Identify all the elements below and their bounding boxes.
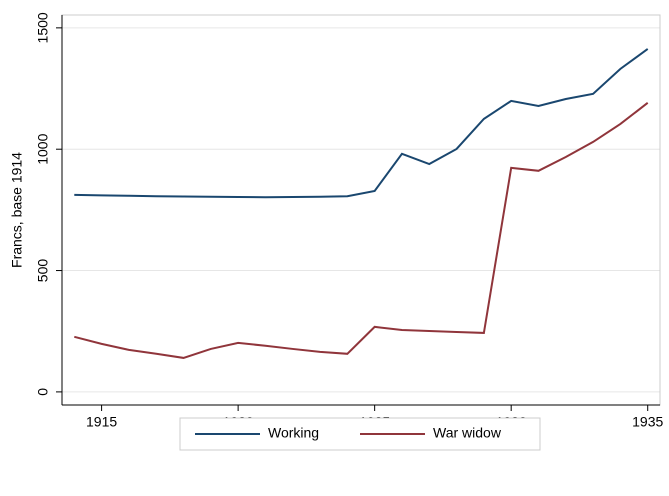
line-series [74, 102, 649, 359]
y-axis-label: Francs, base 1914 [9, 152, 25, 268]
y-tick-label: 1000 [35, 133, 51, 164]
y-tick-label: 0 [35, 388, 51, 396]
x-tick-label: 1935 [632, 414, 663, 430]
x-tick-label: 1915 [86, 414, 117, 430]
line-series [74, 48, 649, 199]
y-tick-label: 1500 [35, 12, 51, 43]
y-tick-label: 500 [35, 259, 51, 283]
legend-label: Working [268, 425, 319, 441]
legend-label: War widow [433, 425, 502, 441]
